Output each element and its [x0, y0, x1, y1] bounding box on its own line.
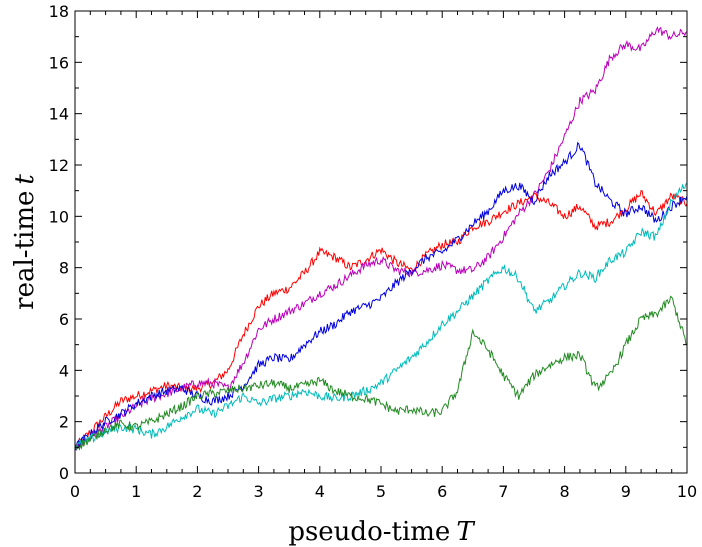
- y-tick-label: 10: [49, 207, 69, 226]
- y-tick-label: 8: [59, 259, 69, 278]
- x-tick-label: 10: [677, 482, 697, 501]
- series-line-5: [74, 295, 688, 451]
- x-tick-label: 5: [376, 482, 386, 501]
- x-tick-label: 9: [621, 482, 631, 501]
- y-tick-label: 16: [49, 53, 69, 72]
- series-line-1: [74, 189, 688, 449]
- series-layer: [74, 26, 688, 452]
- x-tick-label: 4: [315, 482, 325, 501]
- y-axis-label: real-time: [10, 191, 40, 310]
- x-tick-label: 0: [70, 482, 80, 501]
- y-tick-label: 12: [49, 156, 69, 175]
- series-line-4: [74, 182, 688, 449]
- y-tick-label: 0: [59, 464, 69, 483]
- x-tick-label: 7: [498, 482, 508, 501]
- y-tick-label: 18: [49, 2, 69, 21]
- x-tick-label: 3: [254, 482, 264, 501]
- y-tick-label: 2: [59, 413, 69, 432]
- ticks-layer: [74, 10, 688, 474]
- y-axis-symbol: t: [10, 174, 40, 185]
- x-axis-title: pseudo-time T: [288, 517, 475, 547]
- series-line-2: [74, 26, 688, 451]
- y-tick-label: 4: [59, 361, 69, 380]
- y-axis-title: real-time t: [10, 174, 40, 310]
- x-axis-symbol: T: [456, 517, 475, 547]
- x-tick-label: 2: [192, 482, 202, 501]
- y-tick-label: 6: [59, 310, 69, 329]
- series-line-3: [74, 141, 688, 452]
- x-tick-label: 6: [437, 482, 447, 501]
- x-tick-label: 1: [131, 482, 141, 501]
- x-tick-label: 8: [560, 482, 570, 501]
- y-tick-label: 14: [49, 105, 69, 124]
- x-axis-label: pseudo-time: [288, 517, 450, 547]
